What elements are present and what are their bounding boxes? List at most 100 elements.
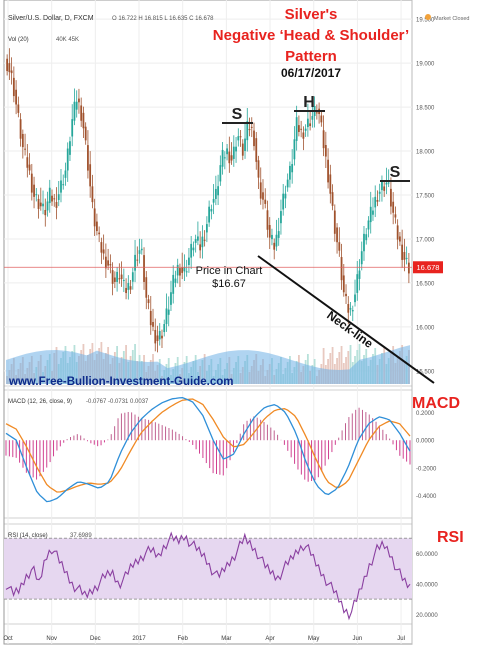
candle-body [78, 98, 80, 103]
price-in-chart-label: Price in Chart [196, 265, 263, 277]
time-tick-label: Apr [265, 636, 274, 642]
candle-body [120, 274, 123, 280]
candle-body [214, 188, 217, 199]
candle-body [96, 221, 98, 232]
title-line-2: Negative ‘Head & Shoulder’ [213, 27, 409, 44]
candle-body [131, 272, 134, 282]
candle-body [51, 195, 53, 202]
candle-body [262, 192, 264, 200]
candle-body [181, 267, 184, 273]
candle-body [179, 268, 181, 276]
price-panel[interactable] [3, 0, 413, 387]
macd-panel[interactable] [3, 389, 413, 519]
candle-body [64, 170, 67, 178]
market-status-icon [425, 14, 431, 20]
candle-body [381, 181, 383, 191]
candle-body [293, 139, 296, 160]
candle-body [6, 58, 9, 72]
candle-body [282, 193, 285, 210]
price-tick-label: 16.000 [416, 325, 435, 331]
candle-body [246, 121, 249, 141]
candle-body [345, 293, 347, 297]
volume-bar [338, 352, 341, 384]
current-price-label: 16.678 [417, 263, 440, 272]
volume-bar [347, 351, 350, 384]
candle-body [147, 299, 150, 304]
time-tick-label: Feb [178, 636, 189, 642]
candle-body [327, 159, 329, 183]
candle-body [311, 116, 314, 120]
volume-bar [331, 347, 334, 384]
candle-body [188, 257, 190, 265]
candle-body [306, 118, 309, 128]
macd-title: MACD [412, 395, 460, 412]
candle-body [394, 214, 397, 218]
candle-body [403, 252, 406, 260]
macd-tick-label: -0.4000 [416, 494, 437, 500]
title-line-1: Silver's [285, 6, 338, 23]
rsi-value: 37.6989 [70, 533, 92, 539]
axis-labels: 15.500 16.000 16.500 17.000 17.500 18.000 18.5… [3, 18, 438, 642]
candle-body [210, 208, 213, 212]
candle-body [98, 232, 101, 235]
candle-body [69, 141, 71, 155]
candle-body [298, 125, 300, 132]
candle-body [26, 157, 29, 168]
candle-body [136, 259, 139, 261]
candle-body [66, 148, 69, 171]
candle-body [82, 112, 85, 129]
candle-body [407, 262, 410, 274]
candle-body [356, 274, 359, 293]
candle-body [264, 199, 267, 204]
price-candles [6, 48, 410, 353]
rsi-tick-label: 40.0000 [416, 582, 438, 588]
candle-body [199, 244, 202, 251]
candle-body [302, 132, 305, 139]
candle-body [192, 247, 195, 251]
candle-body [176, 264, 179, 276]
volume-bar [340, 346, 343, 384]
macd-signal-line [5, 398, 411, 493]
candle-body [145, 277, 148, 298]
candle-body [239, 136, 242, 138]
candle-body [378, 191, 381, 194]
price-tick-label: 16.500 [416, 281, 435, 287]
candle-body [107, 260, 110, 266]
candle-body [127, 283, 130, 290]
candle-body [280, 211, 282, 224]
candle-body [390, 188, 392, 207]
candle-body [401, 244, 404, 260]
candle-body [392, 201, 395, 213]
candle-body [152, 321, 154, 327]
candle-body [48, 187, 51, 204]
candle-body [17, 104, 20, 113]
time-tick-label: 2017 [132, 636, 146, 642]
candle-body [257, 160, 260, 178]
candle-body [197, 236, 199, 241]
candle-body [358, 270, 361, 279]
title-date: 06/17/2017 [281, 66, 341, 80]
time-tick-label: Dec [90, 636, 101, 642]
candle-body [44, 209, 47, 216]
time-tick-label: Oct [3, 636, 13, 642]
candle-body [134, 254, 136, 271]
candle-body [315, 112, 318, 114]
neckline [257, 255, 435, 384]
candle-body [219, 165, 222, 182]
candle-body [255, 138, 258, 162]
candle-body [33, 184, 35, 197]
candle-body [354, 294, 356, 303]
left-shoulder-label: S [232, 106, 243, 123]
macd-tick-label: 0.2000 [416, 411, 435, 417]
candle-body [19, 119, 22, 139]
candle-body [113, 277, 116, 282]
candle-body [205, 224, 208, 233]
candle-body [363, 233, 365, 252]
candle-body [324, 145, 327, 157]
candle-body [291, 164, 294, 173]
candle-body [309, 123, 312, 127]
candle-body [89, 164, 92, 187]
candle-body [46, 201, 49, 211]
candle-body [84, 126, 87, 141]
